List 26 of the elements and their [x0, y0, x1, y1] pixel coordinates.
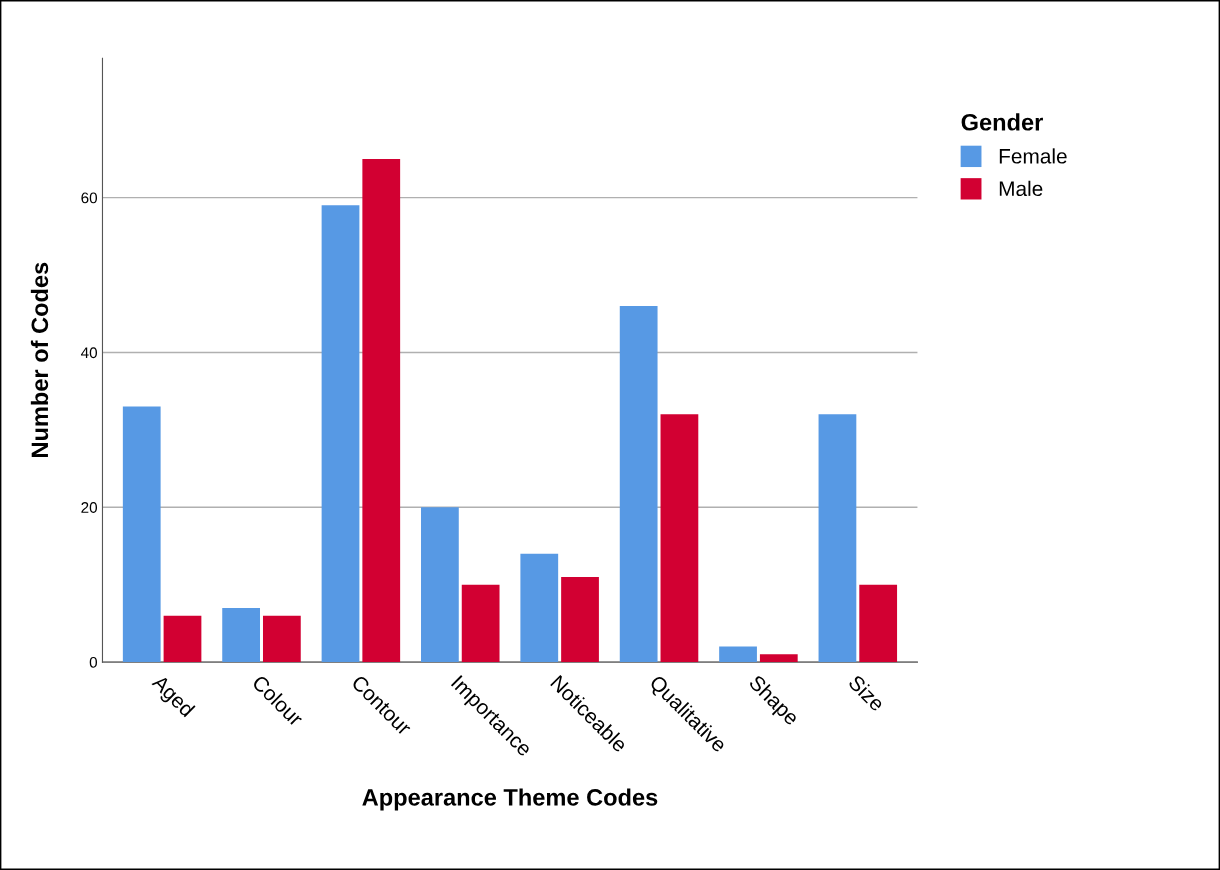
- bar: [561, 576, 599, 663]
- legend-label: Female: [999, 148, 1067, 164]
- bar: [362, 158, 401, 663]
- bar: [321, 205, 360, 663]
- bar: [163, 615, 202, 663]
- bar: [759, 654, 798, 663]
- bar: [421, 507, 459, 663]
- bar: [719, 646, 757, 663]
- bar: [619, 305, 658, 663]
- bar: [859, 584, 898, 663]
- bar: [818, 414, 857, 663]
- y-tick-label: 60: [81, 192, 98, 204]
- legend-title: Gender: [961, 113, 1043, 131]
- bar: [461, 584, 500, 663]
- bar: [122, 406, 161, 663]
- y-tick-label: 40: [80, 347, 98, 359]
- y-tick-label: 20: [81, 502, 98, 513]
- y-tick-label: 0: [89, 656, 98, 668]
- x-axis-title: Appearance Theme Codes: [362, 788, 658, 811]
- bar: [262, 615, 301, 663]
- y-axis-title: Number of Codes: [30, 262, 49, 457]
- bar: [520, 553, 559, 663]
- bar: [222, 607, 261, 663]
- x-tick-label: Size: [847, 673, 886, 712]
- legend-label: Male: [999, 180, 1043, 197]
- bar: [660, 414, 699, 663]
